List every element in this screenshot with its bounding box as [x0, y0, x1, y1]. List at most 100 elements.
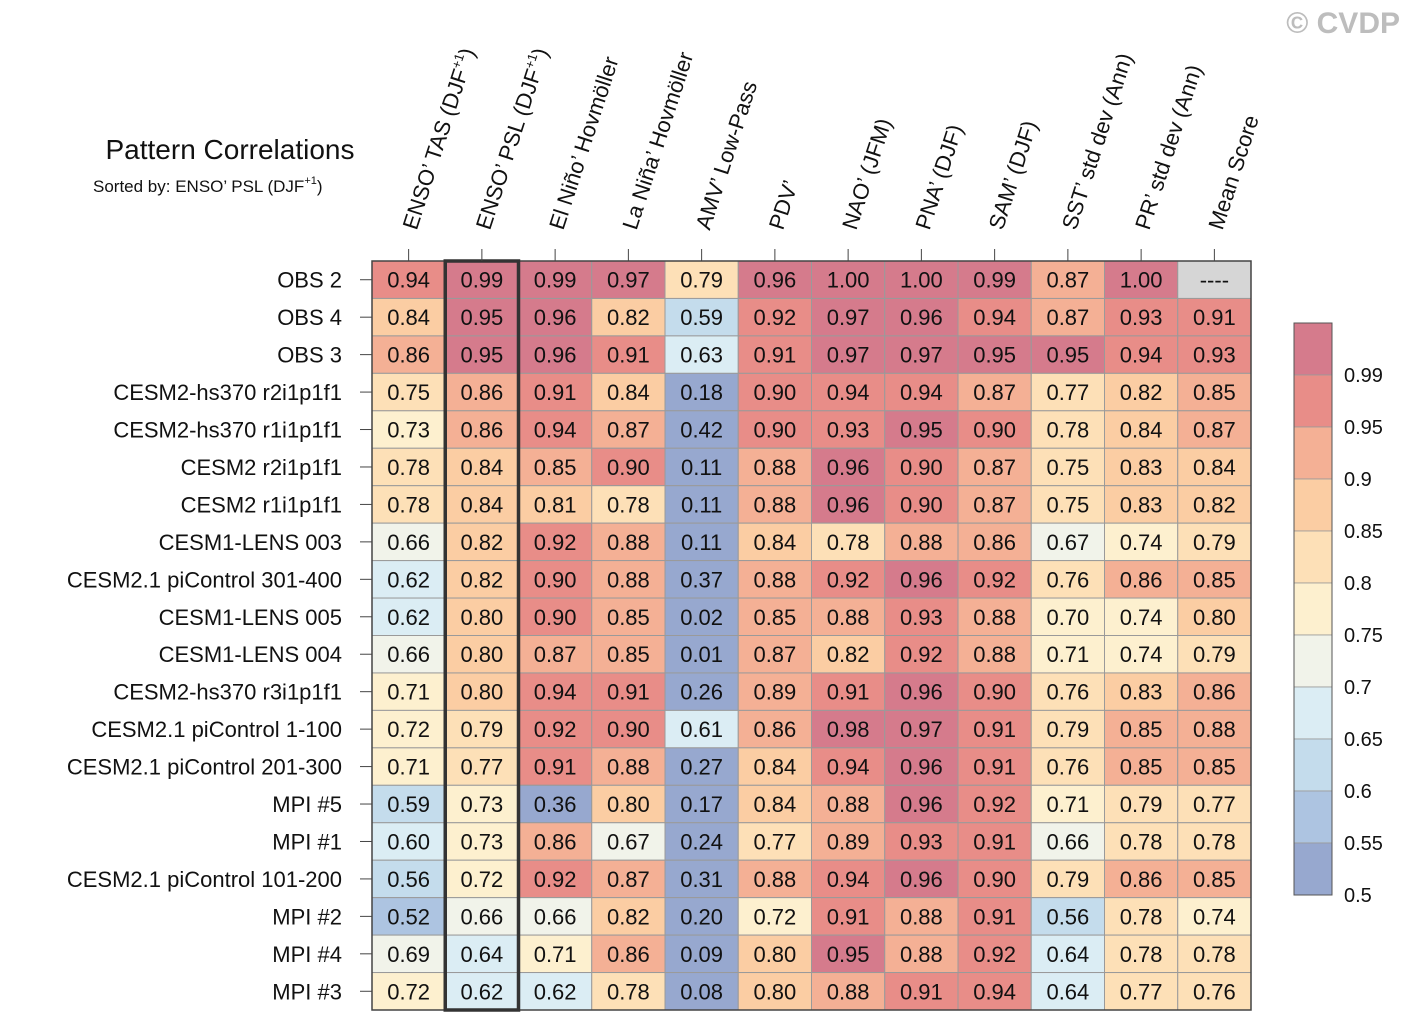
heatmap-cell — [811, 709, 886, 749]
heatmap-cell — [1104, 410, 1179, 449]
cell-value-label: 0.91 — [753, 343, 796, 368]
cell-value-label: 0.73 — [460, 829, 503, 854]
heatmap-cell — [518, 372, 593, 412]
cell-value-label: 0.78 — [1120, 942, 1163, 967]
cell-value-label: 0.79 — [460, 717, 503, 742]
cell-value-label: 0.81 — [534, 492, 577, 517]
cell-value-label: 0.62 — [534, 979, 577, 1004]
heatmap-cell — [737, 934, 812, 974]
cell-value-label: 0.97 — [827, 305, 870, 330]
cell-value-label: 0.88 — [827, 792, 870, 817]
colorbar-segment — [1293, 426, 1333, 480]
cell-value-label: 0.84 — [753, 755, 796, 780]
cell-value-label: 0.80 — [753, 942, 796, 967]
colorbar: 0.99 0.95 0.9 0.85 0.8 0.75 0.7 0.65 0.6 0.55 0.5 — [1293, 322, 1383, 907]
row-labels: OBS 2 OBS 4 OBS 3 CESM2-hs370 r2i1p1f1 CESM2… — [67, 268, 372, 1004]
heatmap-cell — [737, 447, 812, 487]
cell-value-label: 0.66 — [534, 904, 577, 929]
cell-value-label: 0.77 — [1193, 792, 1236, 817]
cell-value-label: 0.74 — [1120, 605, 1163, 630]
heatmap-cell — [1177, 447, 1252, 487]
cell-value-label: 0.74 — [1120, 530, 1163, 555]
colorbar-segment — [1293, 322, 1333, 376]
cell-value-label: 0.67 — [607, 829, 650, 854]
cell-value-label: 0.76 — [1046, 567, 1089, 592]
cell-value-label: 0.90 — [973, 418, 1016, 443]
heatmap-cell — [1030, 597, 1105, 636]
heatmap-cell — [664, 410, 739, 449]
cell-value-label: 0.91 — [607, 343, 650, 368]
cell-value-label: 0.94 — [973, 305, 1016, 330]
cell-value-label: 0.89 — [753, 680, 796, 705]
heatmap-cell — [737, 672, 812, 711]
cell-value-label: 0.62 — [460, 979, 503, 1004]
cell-value-label: 0.90 — [753, 380, 796, 405]
cell-value-label: 0.91 — [973, 717, 1016, 742]
heatmap-cell — [1030, 485, 1105, 524]
cell-value-label: 0.92 — [973, 942, 1016, 967]
cell-value-label: 0.90 — [753, 418, 796, 443]
cell-value-label: 0.88 — [973, 642, 1016, 667]
heatmap-cell — [884, 822, 959, 861]
cell-value-label: 0.27 — [680, 755, 723, 780]
heatmap-cell — [664, 934, 739, 974]
cell-value-label: 0.93 — [900, 829, 943, 854]
heatmap-cell — [811, 410, 886, 449]
cell-value-label: 0.87 — [534, 642, 577, 667]
cell-value-label: 0.90 — [973, 680, 1016, 705]
heatmap-frame — [371, 260, 1252, 1011]
heatmap-cell — [957, 372, 1032, 412]
cell-value-label: 0.87 — [607, 418, 650, 443]
cell-value-label: 0.91 — [827, 904, 870, 929]
cell-value-label: 0.59 — [387, 792, 430, 817]
cell-value-label: 0.94 — [900, 380, 943, 405]
row-label: CESM2-hs370 r1i1p1f1 — [113, 418, 342, 443]
cell-value-label: 0.66 — [387, 530, 430, 555]
heatmap-cell — [371, 747, 446, 786]
heatmap-cell — [811, 635, 886, 674]
cell-value-label: 0.78 — [387, 492, 430, 517]
watermark-text: © CVDP — [1286, 7, 1400, 40]
cell-value-label: 0.88 — [827, 605, 870, 630]
cell-value-label: 0.94 — [973, 979, 1016, 1004]
cell-value-label: 0.63 — [680, 343, 723, 368]
row-label: CESM1-LENS 004 — [159, 642, 342, 667]
cell-value-label: 0.85 — [1193, 380, 1236, 405]
heatmap-cell — [1104, 597, 1179, 636]
cell-value-label: 0.85 — [607, 642, 650, 667]
cell-value-label: 0.97 — [607, 268, 650, 293]
heatmap-cell — [811, 297, 886, 337]
heatmap-cell — [591, 859, 666, 899]
heatmap-cell — [1177, 260, 1252, 299]
cell-value-label: 0.78 — [1120, 829, 1163, 854]
heatmap-cell — [1030, 297, 1105, 337]
cell-value-label: 0.94 — [387, 268, 430, 293]
heatmap-cell — [1104, 635, 1179, 674]
colorbar-frame — [1293, 322, 1333, 896]
heatmap-cell — [811, 859, 886, 899]
cell-value-label: 1.00 — [827, 268, 870, 293]
heatmap-cell — [664, 522, 739, 562]
cell-value-label: 0.96 — [827, 455, 870, 480]
cell-value-label: 0.97 — [900, 717, 943, 742]
heatmap-cell — [737, 560, 812, 599]
heatmap-cell — [518, 822, 593, 861]
heatmap-cell — [737, 747, 812, 786]
heatmap-cell — [737, 897, 812, 936]
heatmap-cell — [1104, 709, 1179, 749]
cell-value-label: 0.09 — [680, 942, 723, 967]
heatmap-cell — [811, 597, 886, 636]
heatmap-cell — [1104, 934, 1179, 974]
cell-value-label: 0.90 — [973, 867, 1016, 892]
cell-value-label: 0.93 — [827, 418, 870, 443]
cell-value-label: 0.96 — [900, 867, 943, 892]
cell-value-label: 0.96 — [900, 755, 943, 780]
cell-value-label: 0.79 — [1046, 867, 1089, 892]
cell-value-label: 0.74 — [1193, 904, 1236, 929]
column-label: La Niña’ Hovmöller — [617, 49, 698, 233]
heatmap-cell — [371, 822, 446, 861]
cell-value-label: 0.84 — [753, 792, 796, 817]
row-label: MPI #1 — [272, 829, 342, 854]
heatmap-cell — [444, 859, 519, 899]
